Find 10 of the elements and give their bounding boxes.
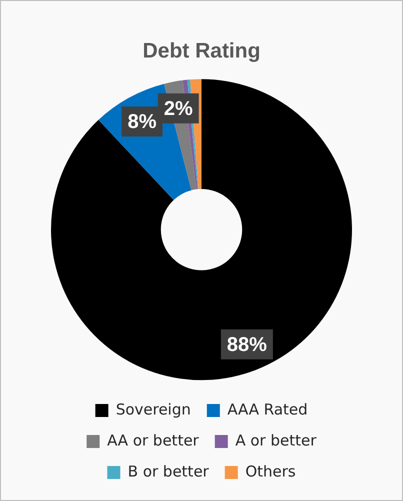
chart-title: Debt Rating [142, 39, 260, 62]
data-label: 2% [164, 98, 194, 120]
legend-label: AAA Rated [227, 400, 308, 418]
data-label: 8% [128, 110, 157, 133]
legend-label: Sovereign [116, 400, 191, 418]
legend-label: Others [245, 462, 296, 480]
data-label: 88% [226, 334, 268, 356]
legend-label: A or better [235, 431, 318, 450]
legend-label: AA or better [107, 431, 200, 450]
legend-label: B or better [128, 462, 210, 480]
